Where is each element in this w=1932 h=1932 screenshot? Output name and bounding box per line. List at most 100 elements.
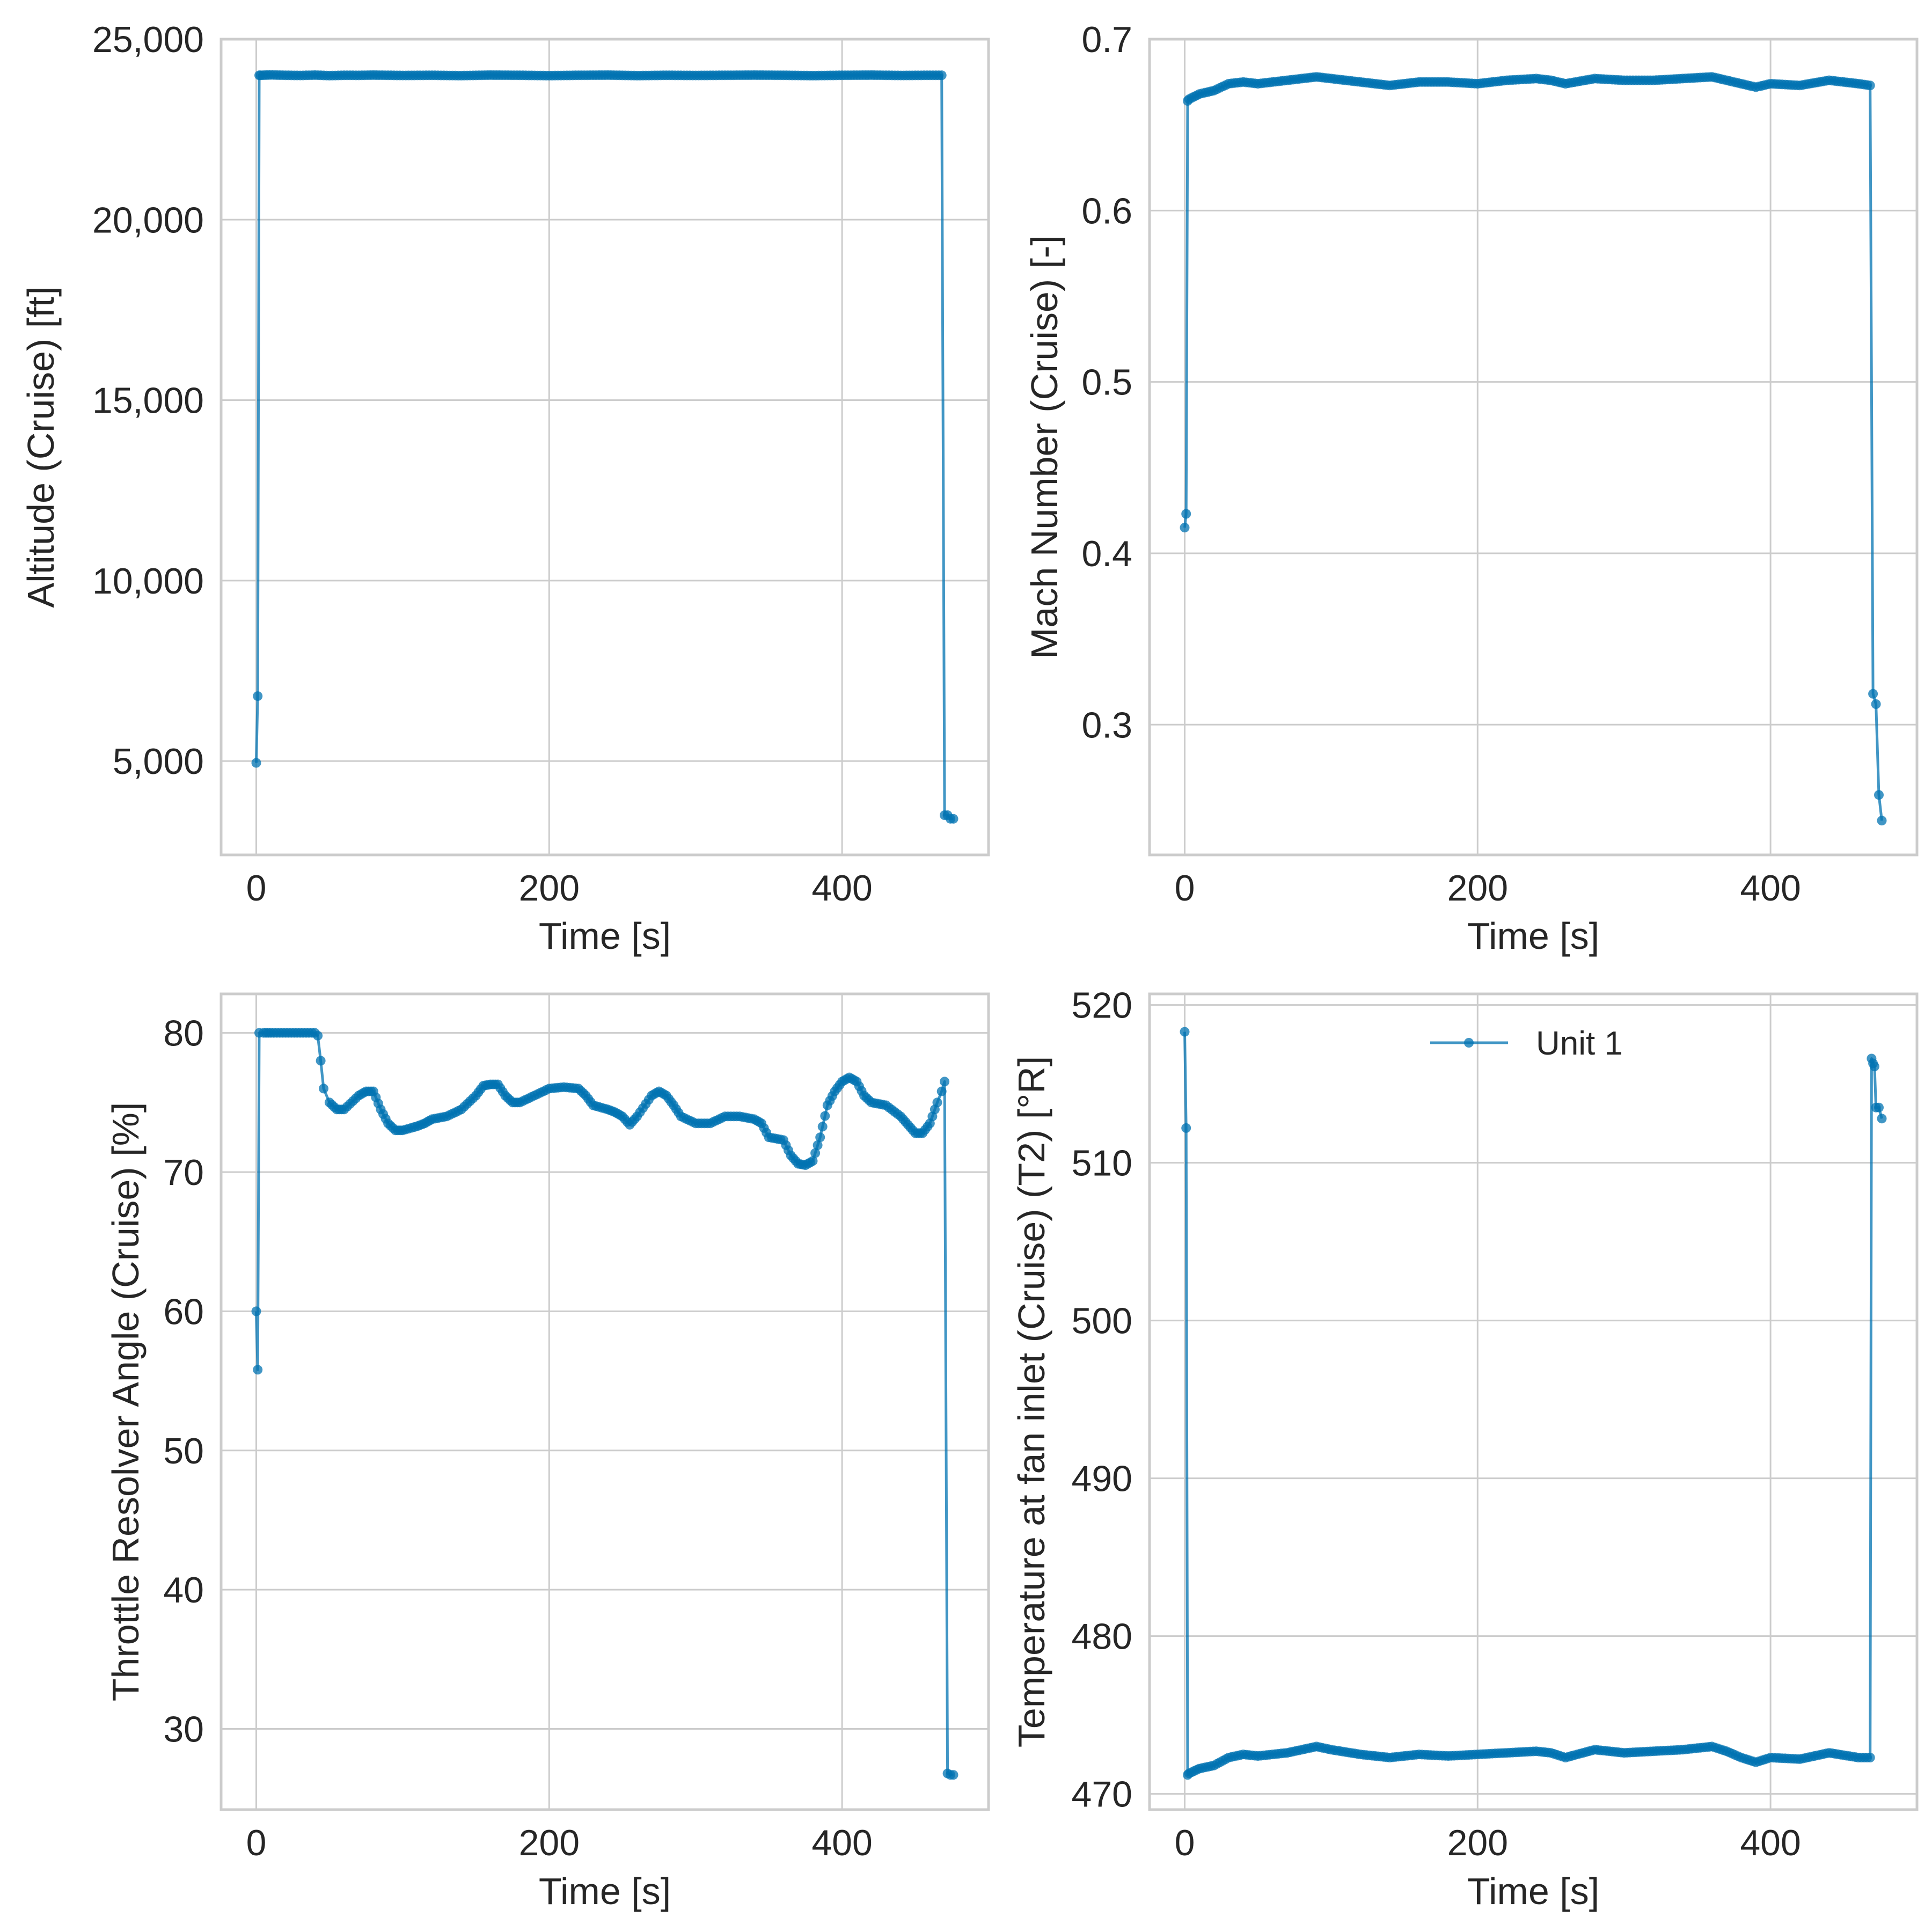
altitude-ytick-label: 25,000 [92,19,204,60]
mach-sample-point [1862,80,1872,90]
mach-ytick-label: 0.6 [1081,191,1132,231]
altitude-ytick-label: 10,000 [92,561,204,602]
altitude-xlabel: Time [s] [539,915,671,957]
altitude-data-point [253,691,263,701]
throttle-sample-point [630,1114,640,1124]
altitude-ticks: 0 200 400 5,000 10,000 15,000 20,000 25,000 [92,19,873,909]
altitude-xtick-label: 0 [246,868,267,909]
mach-data-point [1871,699,1881,709]
altitude-series [251,70,958,824]
throttle-panel: 0 200 400 30 40 50 60 70 80 Time [s] Throttle Re… [105,992,990,1912]
throttle-sample-point [784,1145,793,1155]
temperature-ytick-label: 490 [1072,1459,1132,1499]
altitude-ytick-label: 5,000 [113,741,204,782]
temperature-ytick-label: 500 [1072,1301,1132,1342]
altitude-panel: 0 200 400 5,000 10,000 15,000 20,000 25,000 Tim… [20,19,990,957]
throttle-ytick-label: 30 [163,1709,204,1750]
altitude-xtick-label: 200 [519,868,580,909]
temperature-data-point [1180,1027,1190,1037]
temperature-ytick-label: 510 [1072,1143,1132,1184]
mach-ytick-label: 0.3 [1081,705,1132,745]
temperature-ytick-label: 480 [1072,1616,1132,1657]
temperature-xlabel: Time [s] [1467,1870,1599,1912]
throttle-data-point [316,1056,326,1066]
temperature-ytick-label: 520 [1072,985,1132,1026]
altitude-ytick-label: 20,000 [92,200,204,240]
mach-xlabel: Time [s] [1467,915,1599,957]
throttle-xlabel: Time [s] [539,1870,671,1912]
mach-plot-frame [1148,38,1919,857]
temperature-ylabel: Temperature at fan inlet (Cruise) (T2) [… [1011,1056,1052,1747]
throttle-sample-point [930,1104,940,1115]
throttle-ytick-label: 70 [163,1152,204,1193]
throttle-sample-point [380,1114,391,1124]
altitude-data-point [251,758,261,768]
throttle-grid [221,994,989,1810]
throttle-xtick-label: 400 [811,1823,872,1863]
throttle-plot-frame [219,992,990,1811]
temperature-data-point [1874,1102,1884,1113]
temperature-legend: Unit 1 [1430,1025,1623,1062]
throttle-data-point [319,1084,328,1094]
throttle-series [251,1028,958,1780]
throttle-sample-point [923,1122,933,1132]
throttle-xtick-label: 0 [246,1823,267,1863]
altitude-sample-point [934,70,944,80]
mach-ytick-label: 0.4 [1081,533,1132,574]
temperature-xtick-label: 0 [1175,1823,1195,1863]
mach-ylabel: Mach Number (Cruise) [-] [1023,235,1065,659]
throttle-ytick-label: 50 [163,1431,204,1472]
altitude-ytick-label: 15,000 [92,380,204,421]
mach-data-point [1874,790,1884,800]
temperature-xtick-label: 400 [1740,1823,1801,1863]
temperature-series [1180,1027,1887,1780]
throttle-ytick-label: 80 [163,1013,204,1054]
throttle-data-point [815,1132,825,1143]
throttle-sample-point [373,1099,383,1109]
throttle-sample-point [857,1086,867,1096]
throttle-ytick-label: 60 [163,1291,204,1332]
mach-data-point [1868,689,1878,699]
legend-marker-unit-1 [1464,1038,1474,1048]
mach-ticks: 0 200 400 0.3 0.4 0.5 0.6 0.7 [1081,19,1801,909]
throttle-sample-point [827,1091,837,1101]
temperature-sample-point [1862,1753,1872,1762]
mach-xtick-label: 400 [1740,868,1801,909]
mach-ytick-label: 0.5 [1081,362,1132,403]
throttle-data-point [251,1306,261,1316]
temperature-ytick-label: 470 [1072,1774,1132,1815]
temperature-xtick-label: 200 [1447,1823,1508,1863]
throttle-sample-point [813,1140,823,1150]
throttle-sample-point [810,1148,821,1158]
throttle-sample-point [820,1111,830,1121]
altitude-data-point [948,814,958,824]
altitude-grid [221,38,989,855]
mach-xtick-label: 0 [1175,868,1195,909]
mach-series [1180,72,1887,826]
throttle-sample-point [307,1028,317,1038]
mach-data-point [1877,816,1887,826]
altitude-ylabel: Altitude (Cruise) [ft] [20,286,62,608]
throttle-ylabel: Throttle Resolver Angle (Cruise) [%] [105,1102,147,1702]
mach-data-point [1181,509,1191,519]
throttle-data-point [253,1365,263,1375]
mach-ytick-label: 0.7 [1081,19,1132,60]
throttle-ytick-label: 40 [163,1570,204,1611]
throttle-sample-point [806,1157,815,1167]
throttle-data-point [940,1077,950,1087]
altitude-plot-frame [219,38,990,857]
mach-grid [1150,38,1917,855]
legend-label-unit-1: Unit 1 [1536,1025,1623,1062]
throttle-xtick-label: 200 [519,1823,580,1863]
temperature-data-point [1869,1062,1879,1072]
mach-xtick-label: 200 [1447,868,1508,909]
throttle-data-point [936,1086,947,1096]
temperature-panel: 0 200 400 470 480 490 500 510 520 Time [s] Tempe… [1011,985,1919,1912]
throttle-sample-point [666,1097,676,1107]
throttle-sample-point [817,1122,828,1132]
mach-data-point [1180,523,1190,533]
throttle-ticks: 0 200 400 30 40 50 60 70 80 [163,1013,872,1863]
altitude-xtick-label: 400 [811,868,872,909]
